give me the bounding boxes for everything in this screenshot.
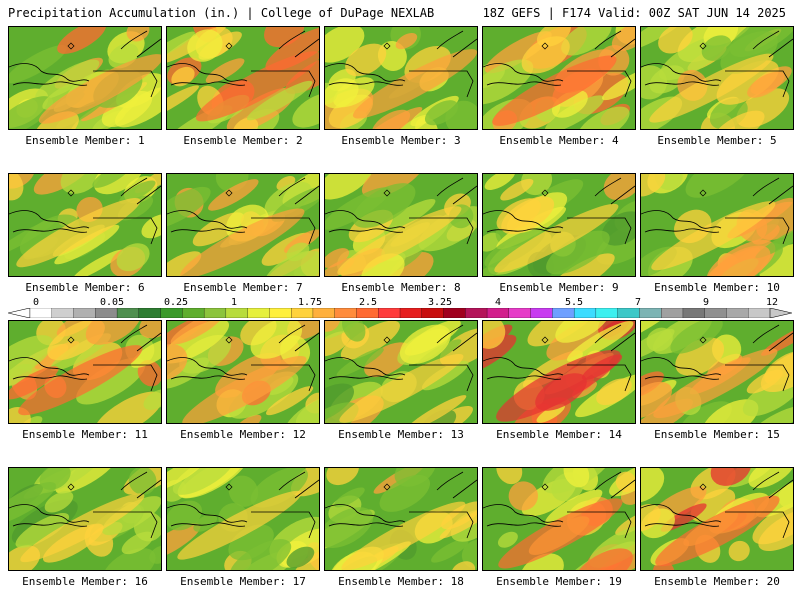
ensemble-member-label: Ensemble Member: 10 (654, 281, 780, 294)
colorbar-legend: 0 0.05 0.25 1 1.75 2.5 3.25 4 5.5 7 9 12 (8, 297, 792, 321)
model-run-info: 18Z GEFS | F174 Valid: 00Z SAT JUN 14 20… (482, 6, 786, 20)
ensemble-map-panel (8, 467, 162, 571)
ensemble-map-panel (166, 320, 320, 424)
colorbar-arrow-left (8, 308, 31, 318)
precip-field (483, 468, 635, 570)
precip-field (167, 468, 319, 570)
ensemble-map-panel (482, 320, 636, 424)
colorbar-arrow-right (769, 308, 792, 318)
colorbar-tick-label: 1.75 (297, 297, 323, 308)
colorbar-tick-label: 9 (702, 297, 710, 308)
colorbar-scale (8, 308, 792, 318)
precip-field (325, 27, 477, 129)
ensemble-map-panel (640, 320, 794, 424)
ensemble-member-label: Ensemble Member: 2 (183, 134, 303, 147)
ensemble-map-panel (482, 173, 636, 277)
precip-field (325, 174, 477, 276)
precip-field (641, 468, 793, 570)
ensemble-member-label: Ensemble Member: 11 (22, 428, 148, 441)
ensemble-map-panel (166, 467, 320, 571)
ensemble-map-panel (324, 173, 478, 277)
ensemble-member-label: Ensemble Member: 13 (338, 428, 464, 441)
ensemble-map-panel (324, 467, 478, 571)
ensemble-member-label: Ensemble Member: 6 (25, 281, 145, 294)
precip-field (9, 321, 161, 423)
precip-field (9, 27, 161, 129)
ensemble-member-label: Ensemble Member: 5 (657, 134, 777, 147)
chart-title: Precipitation Accumulation (in.) | Colle… (8, 6, 435, 20)
precip-field (483, 174, 635, 276)
ensemble-member-label: Ensemble Member: 18 (338, 575, 464, 588)
colorbar-tick-label: 0 (32, 297, 40, 308)
colorbar-tick-label: 0.05 (99, 297, 125, 308)
precip-field (641, 321, 793, 423)
colorbar-tick-label: 5.5 (564, 297, 584, 308)
colorbar-tick-label: 2.5 (358, 297, 378, 308)
ensemble-map-panel (324, 320, 478, 424)
precip-field (483, 321, 635, 423)
ensemble-member-label: Ensemble Member: 14 (496, 428, 622, 441)
colorbar-tick-label: 4 (494, 297, 502, 308)
precip-field (9, 174, 161, 276)
ensemble-member-label: Ensemble Member: 15 (654, 428, 780, 441)
ensemble-member-label: Ensemble Member: 12 (180, 428, 306, 441)
colorbar-tick-label: 1 (230, 297, 238, 308)
ensemble-member-label: Ensemble Member: 3 (341, 134, 461, 147)
precip-field (325, 468, 477, 570)
precip-field (167, 174, 319, 276)
colorbar-tick-label: 7 (634, 297, 642, 308)
precip-field (9, 468, 161, 570)
precip-field (167, 27, 319, 129)
ensemble-map-panel (8, 26, 162, 130)
ensemble-member-label: Ensemble Member: 8 (341, 281, 461, 294)
colorbar-tick-label: 12 (765, 297, 779, 308)
ensemble-map-panel (482, 26, 636, 130)
ensemble-map-panel (8, 320, 162, 424)
ensemble-map-panel (166, 173, 320, 277)
precip-field (641, 27, 793, 129)
ensemble-member-label: Ensemble Member: 4 (499, 134, 619, 147)
ensemble-member-label: Ensemble Member: 9 (499, 281, 619, 294)
ensemble-map-panel (640, 467, 794, 571)
colorbar-tick-label: 0.25 (163, 297, 189, 308)
precip-field (325, 321, 477, 423)
ensemble-map-panel (640, 173, 794, 277)
ensemble-member-label: Ensemble Member: 19 (496, 575, 622, 588)
ensemble-member-label: Ensemble Member: 20 (654, 575, 780, 588)
precip-field (167, 321, 319, 423)
ensemble-member-label: Ensemble Member: 7 (183, 281, 303, 294)
ensemble-map-panel (166, 26, 320, 130)
ensemble-member-label: Ensemble Member: 1 (25, 134, 145, 147)
ensemble-map-panel (8, 173, 162, 277)
ensemble-map-panel (640, 26, 794, 130)
ensemble-map-panel (324, 26, 478, 130)
precip-field (483, 27, 635, 129)
colorbar-tick-label: 3.25 (427, 297, 453, 308)
ensemble-map-panel (482, 467, 636, 571)
ensemble-member-label: Ensemble Member: 16 (22, 575, 148, 588)
precip-field (641, 174, 793, 276)
ensemble-member-label: Ensemble Member: 17 (180, 575, 306, 588)
